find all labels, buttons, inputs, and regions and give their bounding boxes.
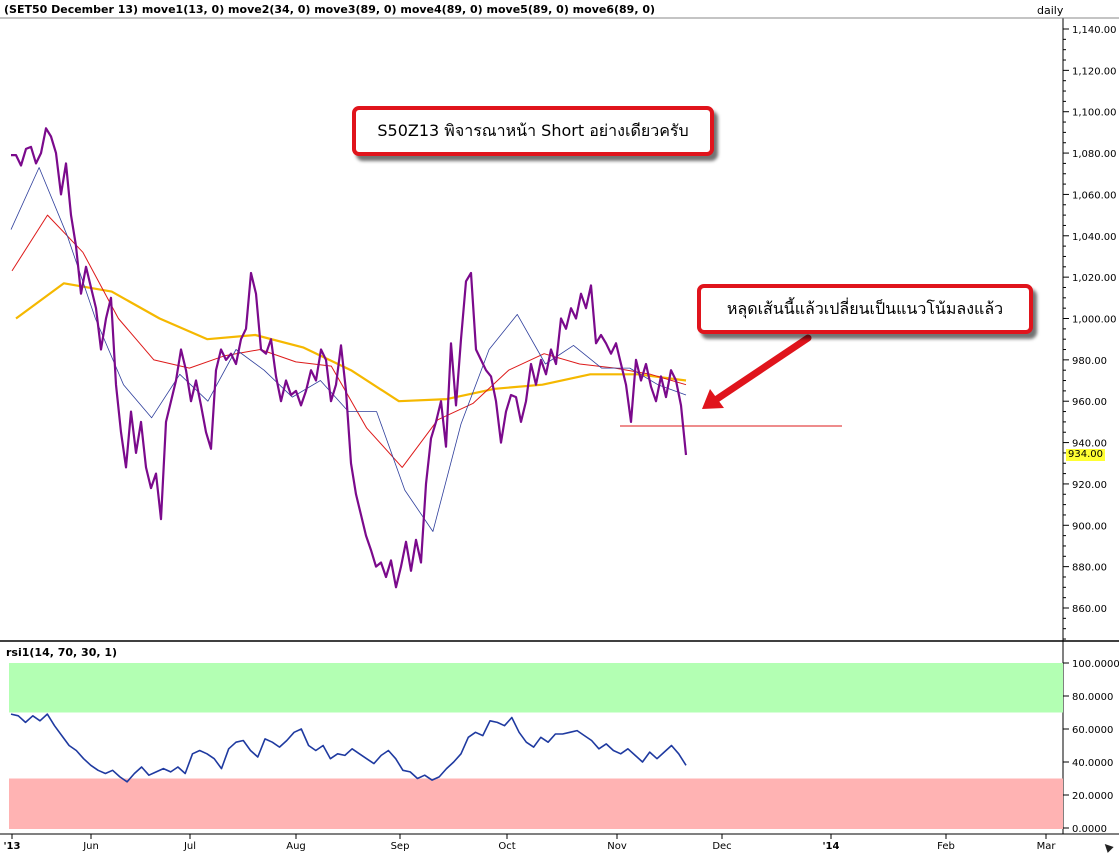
x-tick-label: Dec — [712, 841, 731, 852]
last-price-tag: 934.00 — [1066, 449, 1105, 461]
rsi-overbought-zone — [9, 663, 1063, 713]
rsi-y-tick-label: 80.0000 — [1072, 692, 1113, 703]
arrow-shaft — [710, 334, 812, 405]
callout-trend-text: หลุดเส้นนี้แล้วเปลี่ยนเป็นแนวโน้มลงแล้ว — [726, 298, 1004, 318]
y-tick-label: 860.00 — [1072, 604, 1107, 615]
y-tick-label: 920.00 — [1072, 480, 1107, 491]
callout-trend-note: หลุดเส้นนี้แล้วเปลี่ยนเป็นแนวโน้มลงแล้ว — [697, 284, 1033, 334]
rsi-y-tick-label: 100.0000 — [1072, 659, 1119, 670]
x-tick-label: Nov — [607, 841, 627, 852]
x-tick-label: '13 — [4, 841, 21, 852]
rsi-line — [10, 713, 687, 783]
y-tick-label: 900.00 — [1072, 521, 1107, 532]
y-tick-label: 980.00 — [1072, 356, 1107, 367]
x-tick-label: Oct — [498, 841, 515, 852]
rsi-title: rsi1(14, 70, 30, 1) — [6, 646, 118, 659]
x-tick-label: Feb — [937, 841, 955, 852]
callout-short-text: S50Z13 พิจารณาหน้า Short อย่างเดียวครับ — [377, 120, 689, 140]
y-tick-label: 1,140.00 — [1072, 25, 1117, 36]
x-tick-label: '14 — [823, 841, 840, 852]
ma89-line — [15, 282, 687, 403]
rsi-oversold-zone — [9, 778, 1063, 829]
x-tick-label: Jun — [82, 841, 99, 852]
y-tick-label: 940.00 — [1072, 439, 1107, 450]
x-tick-label: Aug — [286, 841, 306, 852]
x-tick-label: Jul — [183, 841, 196, 852]
ma13-line — [10, 167, 687, 532]
y-tick-label: 1,120.00 — [1072, 66, 1117, 77]
y-tick-label: 1,020.00 — [1072, 273, 1117, 284]
y-tick-label: 1,040.00 — [1072, 232, 1117, 243]
y-tick-label: 1,000.00 — [1072, 315, 1117, 326]
ma34-line — [11, 214, 687, 468]
x-tick-label: Sep — [391, 841, 410, 852]
chart-title: (SET50 December 13) move1(13, 0) move2(3… — [4, 3, 656, 16]
rsi-y-tick-label: 0.0000 — [1072, 824, 1107, 835]
y-tick-label: 960.00 — [1072, 397, 1107, 408]
callout-short-note: S50Z13 พิจารณาหน้า Short อย่างเดียวครับ — [352, 106, 714, 156]
rsi-y-tick-label: 60.0000 — [1072, 725, 1113, 736]
rsi-y-tick-label: 40.0000 — [1072, 758, 1113, 769]
x-tick-label: Mar — [1037, 841, 1057, 852]
y-tick-label: 1,080.00 — [1072, 149, 1117, 160]
y-tick-label: 1,100.00 — [1072, 108, 1117, 119]
y-tick-label: 1,060.00 — [1072, 190, 1117, 201]
y-tick-label: 880.00 — [1072, 563, 1107, 574]
period-label: daily — [1037, 4, 1064, 17]
arrow-head — [702, 389, 724, 409]
price-line — [11, 127, 688, 589]
rsi-y-tick-label: 20.0000 — [1072, 791, 1113, 802]
